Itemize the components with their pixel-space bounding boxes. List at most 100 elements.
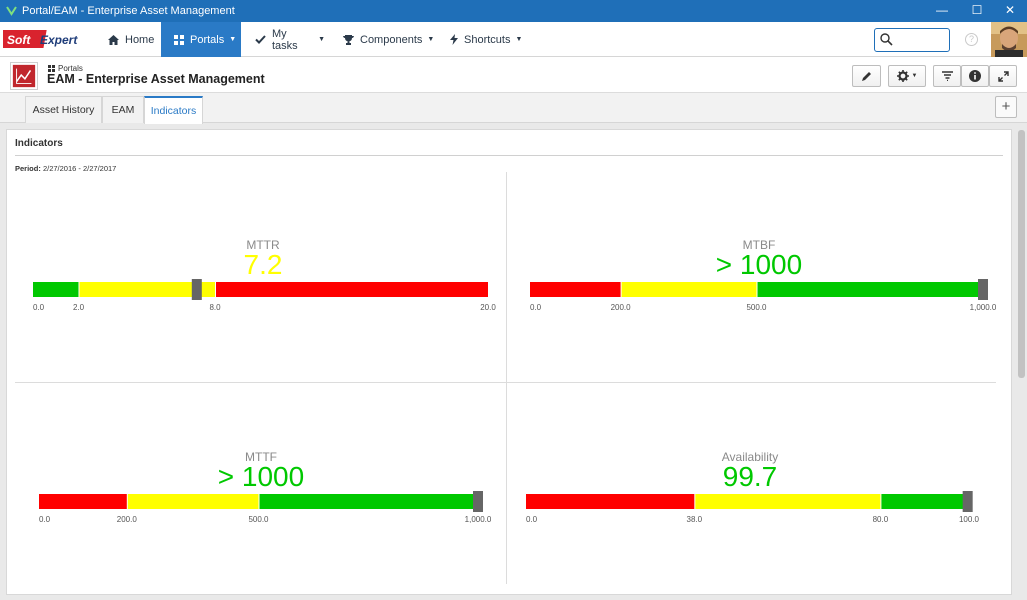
filter-icon: [941, 71, 953, 81]
module-chart-icon: [10, 62, 38, 90]
quadrant-divider-horizontal: [15, 382, 996, 383]
gauge-tick-label: 20.0: [480, 303, 496, 312]
page-header: Portals EAM - Enterprise Asset Managemen…: [0, 57, 1027, 93]
home-icon: [108, 34, 119, 45]
tab-asset-history[interactable]: Asset History: [25, 96, 102, 123]
chevron-down-icon: ▼: [515, 36, 523, 43]
settings-button[interactable]: ▼: [888, 65, 926, 87]
gauge-segment-red: [216, 282, 488, 297]
nav-home[interactable]: Home: [99, 22, 161, 57]
gauge-tick-label: 0.0: [530, 303, 542, 312]
chevron-down-icon: ▼: [427, 36, 435, 43]
gauge-value: 99.7: [722, 461, 778, 492]
minimize-button[interactable]: —: [936, 3, 948, 17]
gauge-tick-label: 80.0: [873, 515, 889, 524]
tab-indicators[interactable]: Indicators: [144, 96, 203, 124]
period-label: Period:: [15, 164, 41, 173]
expand-icon: [997, 70, 1009, 82]
gauge-tick-label: 200.0: [611, 303, 632, 312]
svg-text:Expert: Expert: [40, 33, 78, 47]
quadrant-divider-vertical: [506, 172, 507, 584]
gauge-availability[interactable]: Availability 99.7 0.0 38.0 80.0 100.0: [526, 448, 980, 538]
trophy-icon: [343, 34, 354, 45]
window-title: Portal/EAM - Enterprise Asset Management: [22, 5, 235, 17]
check-icon: [255, 35, 266, 44]
gauge-tick-label: 1,000.0: [970, 303, 997, 312]
chevron-down-icon: ▼: [911, 73, 918, 79]
nav-portals-label: Portals: [190, 33, 225, 46]
gauge-segment-green: [33, 282, 79, 297]
chevron-down-icon: ▼: [318, 36, 325, 43]
gauge-label: MTTF: [245, 450, 277, 464]
gauge-tick-label: 500.0: [746, 303, 767, 312]
gauge-tick-label: 200.0: [117, 515, 138, 524]
maximize-button[interactable]: ☐: [971, 3, 983, 17]
help-icon[interactable]: ?: [965, 33, 978, 46]
gauge-segment-red: [530, 282, 621, 297]
panel-divider: [15, 155, 1003, 156]
gauge-segment-green: [757, 282, 983, 297]
info-button[interactable]: [961, 65, 989, 87]
scrollbar[interactable]: [1018, 130, 1025, 378]
nav-shortcuts[interactable]: Shortcuts ▼: [450, 22, 525, 57]
gauge-tick-label: 0.0: [33, 303, 45, 312]
gauge-segment-green: [259, 494, 478, 509]
gauge-value: 7.2: [243, 249, 283, 280]
gauge-bar: 0.0 38.0 80.0 100.0: [526, 491, 980, 524]
edit-button[interactable]: [852, 65, 881, 87]
panel-title: Indicators: [15, 138, 63, 149]
chevron-down-icon: ▼: [229, 36, 237, 43]
top-navbar: Soft Expert Home Portals ▼ My tasks ▼ Co…: [0, 22, 1027, 57]
breadcrumb-portals[interactable]: Portals: [58, 64, 83, 73]
gauge-mtbf[interactable]: MTBF > 1000 0.0 200.0 500.0 1,000.0: [530, 236, 997, 326]
pencil-icon: [862, 71, 871, 81]
gauge-bar: 0.0 200.0 500.0 1,000.0: [39, 491, 492, 524]
gauge-tick-label: 8.0: [209, 303, 221, 312]
search-box[interactable]: [874, 28, 950, 52]
gauge-segment-yellow: [695, 494, 881, 509]
gauge-bar: 0.0 200.0 500.0 1,000.0: [530, 279, 997, 312]
gauge-segment-yellow: [127, 494, 259, 509]
gauge-label: MTBF: [742, 238, 776, 252]
gauge-marker: [191, 279, 202, 300]
tab-eam[interactable]: EAM: [102, 96, 144, 123]
close-button[interactable]: ✕: [1004, 3, 1016, 17]
gauge-tick-label: 500.0: [248, 515, 269, 524]
gauge-marker: [978, 279, 988, 300]
filter-button[interactable]: [933, 65, 961, 87]
gauge-segment-yellow: [79, 282, 215, 297]
gauge-tick-label: 38.0: [687, 515, 703, 524]
gear-icon: [896, 70, 909, 82]
info-icon: [969, 70, 981, 82]
gauge-tick-label: 0.0: [39, 515, 51, 524]
gauge-segment-red: [39, 494, 127, 509]
softexpert-logo[interactable]: Soft Expert: [3, 28, 91, 50]
bolt-icon: [450, 34, 458, 45]
gauge-segment-yellow: [621, 282, 757, 297]
gauge-segment-green: [881, 494, 969, 509]
nav-components[interactable]: Components ▼: [343, 22, 435, 57]
gauge-value: > 1000: [217, 461, 305, 492]
gauge-label: Availability: [721, 450, 779, 464]
gauge-mttf[interactable]: MTTF > 1000 0.0 200.0 500.0 1,000.0: [39, 448, 492, 538]
nav-my-tasks-label: My tasks: [272, 27, 298, 52]
nav-portals[interactable]: Portals ▼: [161, 22, 241, 57]
search-icon: [880, 33, 893, 46]
search-input[interactable]: [897, 32, 947, 48]
gauge-value: > 1000: [715, 249, 803, 280]
tabs-bar: Asset History EAM Indicators: [0, 93, 1027, 124]
nav-shortcuts-label: Shortcuts: [464, 33, 511, 46]
gauge-tick-label: 1,000.0: [465, 515, 492, 524]
nav-my-tasks[interactable]: My tasks ▼: [255, 22, 325, 57]
gauge-bar: 0.0 2.0 8.0 20.0: [33, 279, 496, 312]
gauge-mttr[interactable]: MTTR 7.2 0.0 2.0 8.0 20.0: [33, 236, 496, 326]
add-tab-button[interactable]: +: [995, 96, 1017, 118]
app-icon: [6, 6, 17, 16]
nav-home-label: Home: [125, 33, 155, 46]
nav-components-label: Components: [360, 33, 423, 46]
gauge-marker: [473, 491, 483, 512]
breadcrumb[interactable]: Portals: [48, 64, 83, 73]
avatar[interactable]: [991, 22, 1027, 57]
expand-button[interactable]: [989, 65, 1017, 87]
gauge-segment-red: [526, 494, 695, 509]
